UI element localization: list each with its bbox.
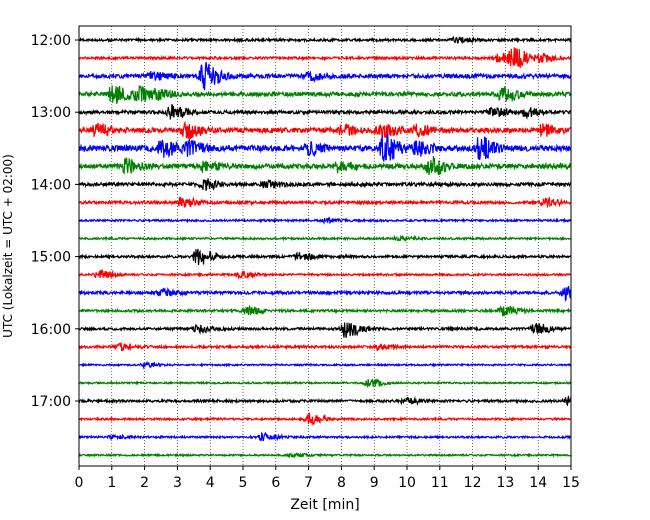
trace-12:45: [78, 84, 572, 104]
trace-15:15: [78, 269, 572, 280]
y-tick-label: 14:00: [31, 177, 71, 193]
y-tick-label: 12:00: [31, 33, 71, 49]
trace-16:30: [78, 360, 572, 370]
trace-16:00: [78, 322, 572, 338]
trace-15:00: [78, 248, 572, 265]
trace-13:30: [78, 133, 572, 162]
x-tick-label: 6: [271, 475, 280, 491]
trace-16:15: [78, 342, 572, 352]
y-tick-label: 13:00: [31, 105, 71, 121]
y-tick-label: 17:00: [31, 394, 71, 410]
y-tick-label: 15:00: [31, 250, 71, 266]
x-tick-label: 9: [370, 475, 379, 491]
x-tick-label: 3: [173, 475, 182, 491]
trace-17:00: [78, 395, 572, 407]
trace-14:45: [78, 234, 572, 243]
x-tick-label: 8: [337, 475, 346, 491]
trace-17:15: [78, 412, 572, 427]
trace-15:45: [78, 304, 572, 317]
x-tick-label: 14: [529, 475, 547, 491]
trace-14:30: [78, 216, 572, 225]
x-tick-label: 10: [398, 475, 416, 491]
trace-layer: [78, 35, 572, 459]
trace-16:45: [78, 378, 572, 388]
trace-17:30: [78, 431, 572, 442]
trace-14:15: [78, 196, 572, 209]
trace-13:15: [78, 120, 572, 140]
x-tick-label: 4: [206, 475, 215, 491]
y-axis: 12:00 13:00 14:00 15:00 16:00 17:00: [31, 33, 79, 410]
x-axis-label: Zeit [min]: [290, 497, 359, 513]
y-tick-label: 16:00: [31, 322, 71, 338]
x-tick-label: 11: [431, 475, 449, 491]
x-tick-label: 0: [75, 475, 84, 491]
plot-frame: [78, 25, 572, 467]
trace-13:45: [78, 155, 572, 176]
grid-layer: [111, 26, 539, 466]
trace-15:30: [78, 285, 572, 302]
trace-12:15: [78, 47, 572, 68]
trace-12:30: [78, 61, 572, 91]
trace-17:45: [78, 452, 572, 459]
x-axis: 0 1 2 3 4 5 6 7 8 9 10 11 12 13 14 15: [75, 466, 580, 491]
trace-14:00: [78, 178, 572, 191]
y-axis-label: UTC (Lokalzeit = UTC + 02:00): [1, 154, 15, 338]
x-tick-label: 1: [107, 475, 116, 491]
x-tick-label: 13: [496, 475, 514, 491]
x-tick-label: 5: [239, 475, 248, 491]
trace-13:00: [78, 103, 572, 120]
x-tick-label: 7: [304, 475, 313, 491]
trace-12:00: [78, 35, 572, 45]
x-tick-label: 12: [464, 475, 482, 491]
x-tick-label: 15: [562, 475, 580, 491]
x-tick-label: 2: [140, 475, 149, 491]
